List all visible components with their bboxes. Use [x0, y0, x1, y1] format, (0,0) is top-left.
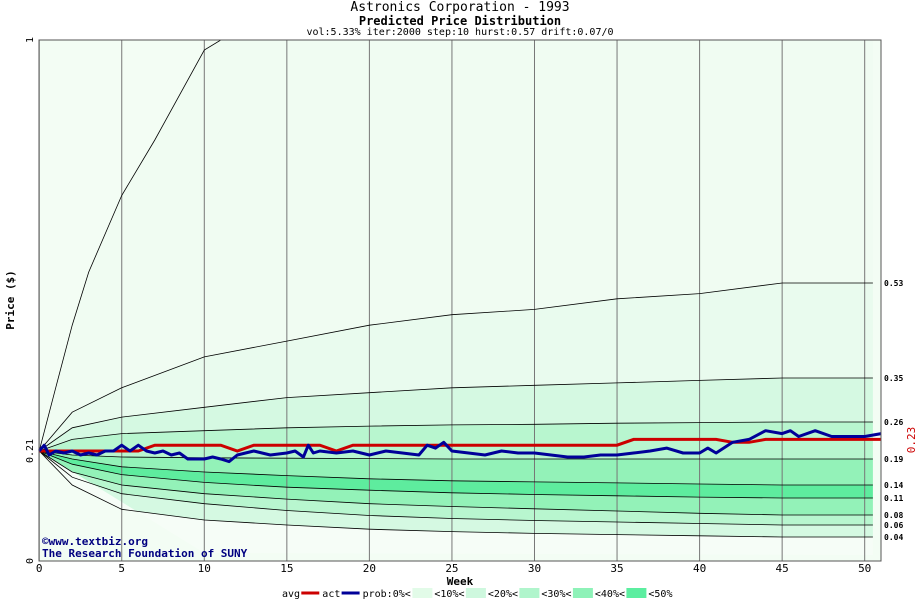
- right-axis-value: 0.23: [905, 427, 918, 454]
- chart-title: Astronics Corporation - 1993: [350, 0, 570, 15]
- quantile-label: 0.08: [884, 511, 903, 520]
- legend-label: prob:0%<: [363, 589, 411, 600]
- band-3: [39, 451, 873, 485]
- quantile-label: 0.19: [884, 455, 903, 464]
- x-tick-label: 5: [118, 562, 125, 575]
- quantile-line: [39, 450, 873, 486]
- legend-label: <30%<: [541, 589, 571, 600]
- x-tick-label: 25: [445, 562, 458, 575]
- quantile-line: [38, 450, 873, 538]
- quantile-label: 0.11: [884, 494, 903, 503]
- watermark-url: ©www.textbiz.org: [42, 535, 148, 548]
- quantile-label: 0.53: [884, 279, 903, 288]
- legend-label: <20%<: [488, 589, 518, 600]
- x-tick-label: 0: [36, 562, 43, 575]
- legend-label: act: [322, 589, 340, 600]
- quantile-label: 0.26: [884, 418, 903, 427]
- y-tick-label: 1: [25, 37, 36, 43]
- quantile-line: [39, 450, 873, 499]
- y-axis-label: Price ($): [4, 270, 17, 330]
- act-series-line: [38, 429, 882, 464]
- band-7: [39, 451, 873, 537]
- y-tick-label: 0: [25, 558, 36, 564]
- legend-swatch: [412, 588, 433, 598]
- quantile-line: [39, 421, 873, 452]
- chart-subtitle: Predicted Price Distribution: [358, 14, 562, 28]
- quantile-line: [39, 450, 873, 460]
- x-tick-label: 15: [280, 562, 293, 575]
- chart-params: vol:5.33% iter:2000 step:10 hurst:0.57 d…: [306, 27, 614, 38]
- legend-label: <50%: [648, 589, 672, 600]
- band-4: [39, 451, 873, 498]
- quantile-line: [38, 377, 873, 452]
- quantile-label: 0.04: [884, 533, 903, 542]
- upper-bound-line: [38, 39, 254, 452]
- legend-label: avg: [282, 589, 300, 600]
- quantile-line: [38, 450, 873, 526]
- x-tick-label: 40: [693, 562, 706, 575]
- legend-swatch: [626, 588, 647, 598]
- legend-swatch: [465, 588, 486, 598]
- band-5: [39, 451, 873, 515]
- legend-label: <10%<: [434, 589, 464, 600]
- y-tick-label: 0.21: [25, 439, 36, 463]
- quantile-line: [38, 450, 873, 516]
- x-tick-label: 30: [528, 562, 541, 575]
- quantile-line: [38, 282, 873, 452]
- x-tick-label: 45: [776, 562, 789, 575]
- band-1: [39, 378, 873, 451]
- plot-frame: [38, 39, 882, 562]
- legend-label: <40%<: [595, 589, 625, 600]
- quantile-label: 0.14: [884, 481, 903, 490]
- x-tick-label: 35: [610, 562, 623, 575]
- band-lower-tail: [39, 451, 873, 555]
- band-0: [39, 283, 873, 451]
- x-tick-label: 20: [363, 562, 376, 575]
- legend: avg act prob:0%< <10%< <20%< <30%< <40%< <50%: [282, 588, 672, 600]
- legend-swatch: [572, 588, 593, 598]
- legend-swatch: [519, 588, 540, 598]
- x-tick-label: 10: [198, 562, 211, 575]
- x-tick-label: 50: [858, 562, 871, 575]
- band-6: [39, 451, 873, 525]
- x-axis-label: Week: [447, 575, 474, 588]
- quantile-label: 0.35: [884, 374, 903, 383]
- quantile-label: 0.06: [884, 521, 903, 530]
- watermark-org: The Research Foundation of SUNY: [42, 547, 248, 560]
